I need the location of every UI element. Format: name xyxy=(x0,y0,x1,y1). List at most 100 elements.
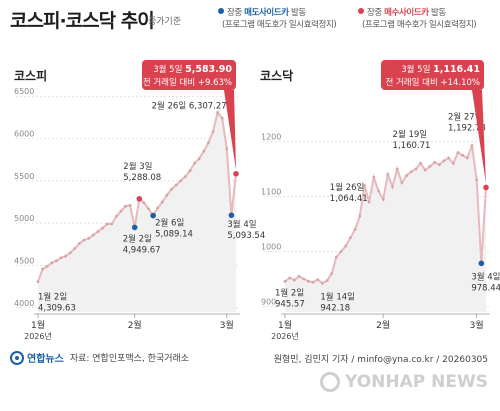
panel2-data-point xyxy=(465,156,469,160)
panel1-label-date: 2월 3일 xyxy=(123,161,152,172)
panel2-data-point xyxy=(409,170,413,174)
panel1-data-point xyxy=(45,264,49,268)
red-dot-icon xyxy=(358,8,364,14)
panel2-data-point xyxy=(461,153,464,157)
panel2-data-point xyxy=(330,272,334,275)
page-title: 코스피·코스닥 추이 xyxy=(10,10,155,32)
panel2-data-point xyxy=(475,178,479,182)
panel2-y-tick-label: 1100 xyxy=(261,188,281,197)
blue-dot-icon xyxy=(218,8,224,14)
panel2-x-year-label: 2026년 xyxy=(271,331,299,341)
panel2-data-point xyxy=(423,168,427,172)
panel2-data-point xyxy=(353,228,357,231)
panel2-data-point xyxy=(456,151,460,154)
panel1-data-point xyxy=(59,256,63,260)
panel1-data-point xyxy=(170,187,173,191)
panel2-data-point xyxy=(386,173,390,176)
panel2-callout-pointer xyxy=(472,90,486,184)
panel2-data-point xyxy=(321,281,324,285)
panel1-data-point xyxy=(225,147,229,151)
panel1-y-tick-label: 5500 xyxy=(14,172,34,181)
panel1-y-tick-label: 4000 xyxy=(14,299,34,308)
panel2-callout-line1: 3월 5일 1,116.41 xyxy=(401,64,480,75)
panel2-data-point xyxy=(395,167,399,171)
panel1-label-date: 2월 6일 xyxy=(155,218,184,229)
panel1-data-point xyxy=(87,237,91,240)
panel2-data-point xyxy=(349,236,352,240)
panel1-data-point xyxy=(160,200,164,204)
panel1-buy-sidecar-marker xyxy=(136,195,143,202)
legend-blue-detail: (프로그램 매도호가 일시효력정지) xyxy=(222,20,337,30)
panel2-label-date: 1월 2일 xyxy=(275,287,304,298)
legend-blue-suffix: 발동 xyxy=(288,8,306,18)
panel1-sell-sidecar-marker xyxy=(150,212,156,219)
panel1-data-point xyxy=(124,204,127,208)
panel1-label-date: 2월 26일 6,307.27 xyxy=(152,101,227,112)
panel2-data-point xyxy=(302,277,306,281)
panel2-label-value: 1,160.71 xyxy=(393,141,431,151)
watermark-text: YONHAP NEWS xyxy=(345,372,488,392)
panel2-data-point xyxy=(433,161,436,164)
panel2-y-tick-label: 1200 xyxy=(261,133,281,142)
panel2-data-point xyxy=(367,200,371,204)
panel1-data-point xyxy=(55,259,58,263)
panel1-title: 코스피 xyxy=(14,68,47,83)
panel1-data-point xyxy=(41,267,44,271)
panel1-sell-sidecar-marker xyxy=(228,212,235,219)
panel1-area xyxy=(38,112,236,312)
panel1-data-point xyxy=(142,201,146,205)
panel1-data-point xyxy=(147,207,150,211)
panel2-data-point xyxy=(316,278,320,281)
panel2-sell-sidecar-marker xyxy=(478,260,485,267)
panel1-callout-value: 5,583.90 xyxy=(185,64,232,75)
panel1-data-point xyxy=(202,149,206,153)
panel1-data-point xyxy=(179,179,183,183)
panel1-data-point xyxy=(50,261,54,265)
panel2-callout-box xyxy=(381,60,484,90)
panel1-data-point xyxy=(207,141,210,145)
panel2-data-point xyxy=(358,214,362,218)
panel1-label-date: 1월 2일 xyxy=(38,292,67,303)
panel1-data-point xyxy=(91,233,95,237)
panel2-data-point xyxy=(344,244,348,248)
panel2-data-point xyxy=(451,162,455,165)
panel2-data-point xyxy=(307,279,310,283)
panel1-data-point xyxy=(156,206,160,210)
panel1-x-tick-label: 1월 xyxy=(31,319,45,331)
legend-blue-strong: 매도사이드카 xyxy=(244,8,289,18)
panel2-data-point xyxy=(405,174,408,178)
panel1-label-value: 4,309.63 xyxy=(38,304,76,314)
panel2-label-date: 2월 19일 xyxy=(393,129,428,140)
panel2-data-point xyxy=(419,161,422,165)
panel2-label-value: 1,192.78 xyxy=(448,123,486,133)
panel1-x-tick-label: 2월 xyxy=(128,319,142,331)
panel2-data-point xyxy=(363,184,366,187)
panel1-label-date: 2월 2일 xyxy=(123,233,152,244)
panel1-data-point xyxy=(220,116,224,120)
panel2-x-tick-label: 2월 xyxy=(376,319,390,331)
panel1-data-point xyxy=(174,183,178,187)
panel2-label-date: 1월 14일 xyxy=(320,291,355,302)
panel1-data-point xyxy=(64,254,67,258)
panel2-buy-sidecar-marker xyxy=(483,184,489,191)
panel2-x-tick-label: 1월 xyxy=(278,319,292,331)
panel2-data-point xyxy=(400,181,404,185)
panel2-data-point xyxy=(297,274,301,278)
panel2-label-value: 945.57 xyxy=(275,299,305,309)
panel2-data-point xyxy=(447,156,450,160)
panel2-label-date: 2월 27일 xyxy=(448,111,483,122)
legend-blue-prefix: 장중 xyxy=(227,8,245,18)
source-text: 자료: 연합인포맥스, 한국거래소 xyxy=(69,354,190,364)
panel1-label-value: 4,949.67 xyxy=(123,245,161,255)
legend-red-strong: 매수사이드카 xyxy=(384,8,429,18)
panel1-data-point xyxy=(110,222,114,226)
legend-red-prefix: 장중 xyxy=(367,8,385,18)
watermark: YONHAP NEWS xyxy=(320,372,488,392)
panel2-data-point xyxy=(391,185,394,189)
panel2-data-point xyxy=(292,278,296,282)
panel2-label-date: 3월 4일 xyxy=(471,271,500,282)
panel1-data-point xyxy=(119,209,123,213)
legend-red: 장중 매수사이드카 발동 (프로그램 매수호가 일시효력정지) xyxy=(358,7,477,31)
panel2-data-point xyxy=(283,280,287,283)
